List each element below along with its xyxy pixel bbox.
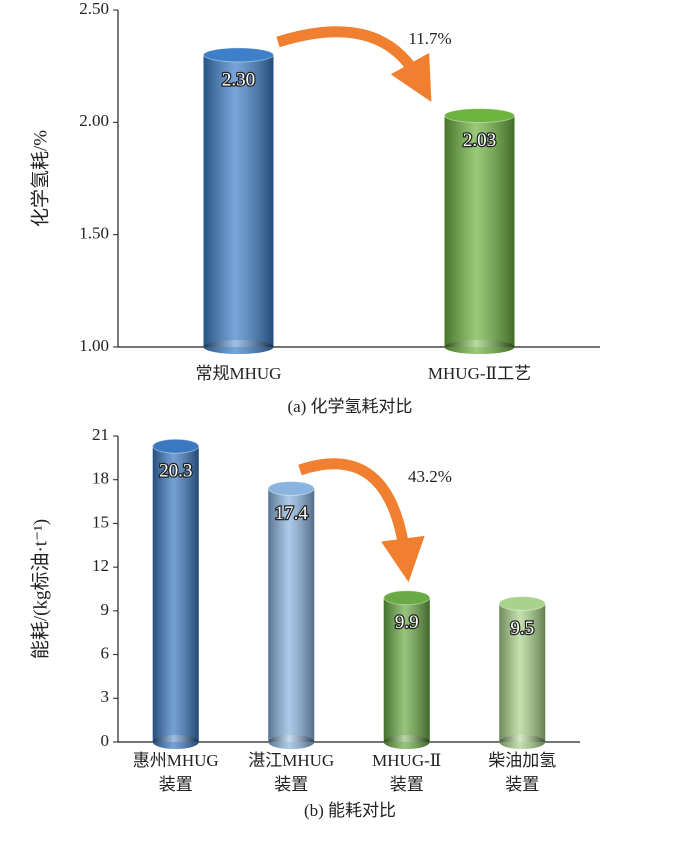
- bar-shade: [152, 446, 199, 742]
- x-tick-label: 常规MHUG: [196, 364, 282, 383]
- bar-shade: [268, 488, 315, 742]
- x-tick-label: 装置: [274, 775, 308, 794]
- bar-top: [444, 108, 515, 124]
- y-tick-label: 0: [101, 731, 110, 750]
- bar-top: [498, 596, 546, 612]
- y-tick-label: 9: [101, 600, 110, 619]
- y-tick-label: 1.50: [79, 224, 109, 243]
- caption: (a) 化学氢耗对比: [287, 397, 412, 416]
- value-label: 2.30: [222, 69, 255, 90]
- bar-shade: [444, 115, 515, 348]
- x-tick-label: 惠州MHUG: [133, 751, 219, 770]
- y-tick-label: 2.00: [79, 111, 109, 130]
- annotation: 43.2%: [408, 467, 452, 486]
- bar-shade: [203, 54, 274, 347]
- y-axis-label: 化学氢耗/%: [29, 130, 51, 227]
- value-label: 2.03: [463, 130, 496, 151]
- bar-top: [383, 590, 431, 606]
- x-tick-label: 装置: [390, 775, 424, 794]
- bar-shade-base: [203, 340, 274, 354]
- x-tick-label: MHUG-Ⅱ: [372, 751, 441, 770]
- x-tick-label: 装置: [505, 775, 539, 794]
- bar-shade: [383, 597, 430, 742]
- y-axis-label: 能耗/(kg标油·t⁻¹): [29, 519, 51, 659]
- y-tick-label: 21: [92, 425, 109, 444]
- bar-top: [152, 438, 200, 454]
- y-tick-label: 15: [92, 512, 109, 531]
- arrow: [276, 26, 432, 102]
- bar-shade-base: [268, 735, 315, 749]
- bar-shade-base: [152, 735, 199, 749]
- y-tick-label: 12: [92, 556, 109, 575]
- bar-shade-base: [444, 340, 515, 354]
- x-tick-label: 湛江MHUG: [248, 751, 334, 770]
- x-tick-label: MHUG-Ⅱ工艺: [428, 364, 531, 383]
- arrow: [298, 458, 425, 583]
- bar-shade-base: [499, 735, 546, 749]
- y-tick-label: 3: [101, 687, 110, 706]
- y-tick-label: 18: [92, 469, 109, 488]
- x-tick-label: 柴油加氢: [488, 751, 556, 770]
- value-label: 17.4: [275, 503, 309, 524]
- bar-shade-base: [383, 735, 430, 749]
- bar-shade: [499, 603, 546, 742]
- bar-top: [203, 47, 274, 63]
- y-tick-label: 1.00: [79, 336, 109, 355]
- value-label: 9.9: [395, 612, 419, 633]
- y-tick-label: 2.50: [79, 0, 109, 18]
- value-label: 20.3: [159, 461, 192, 482]
- value-label: 9.5: [510, 618, 534, 639]
- y-tick-label: 6: [101, 643, 110, 662]
- caption: (b) 能耗对比: [304, 801, 396, 820]
- annotation: 11.7%: [408, 29, 451, 48]
- bar-top: [267, 480, 315, 496]
- x-tick-label: 装置: [159, 775, 193, 794]
